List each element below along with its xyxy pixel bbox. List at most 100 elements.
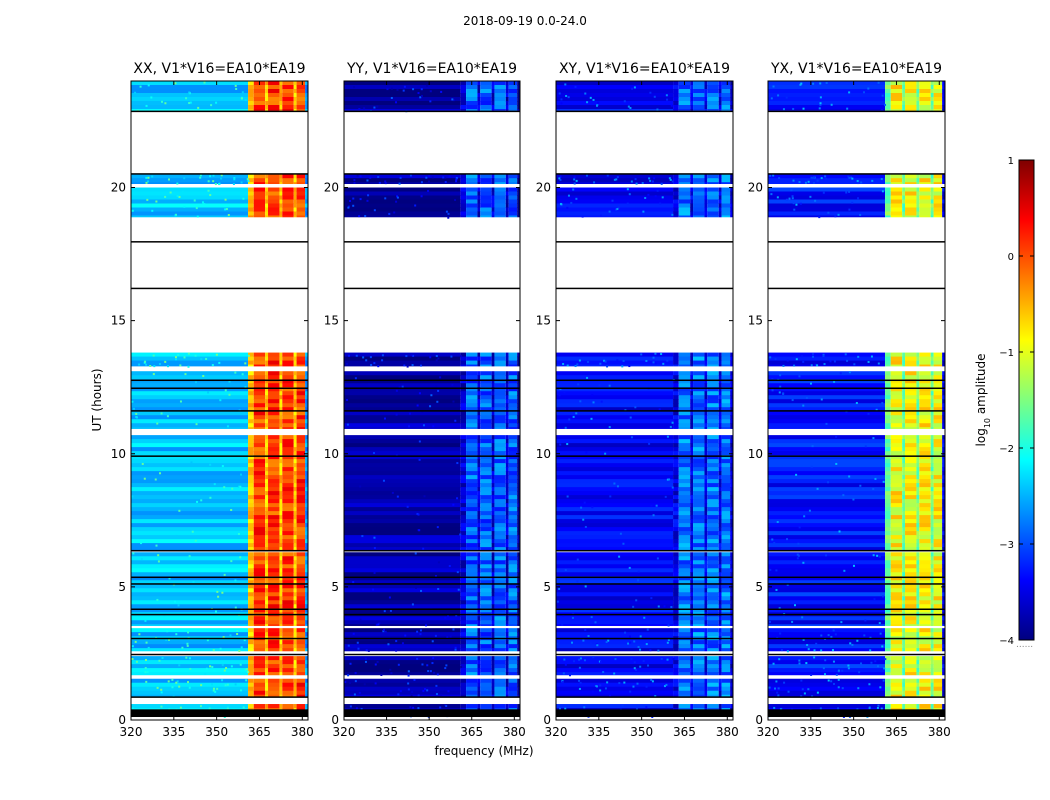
heatmap-speckle (395, 389, 398, 392)
heatmap-cell (477, 435, 481, 440)
heatmap-cell (718, 387, 722, 392)
heatmap-cell (730, 543, 733, 548)
heatmap-cell (933, 580, 943, 585)
heatmap-cell (253, 600, 266, 605)
heatmap-cell (248, 391, 254, 396)
heatmap-cell (305, 195, 308, 200)
heatmap-cell (704, 471, 708, 476)
heatmap-cell (919, 600, 931, 605)
heatmap-cell (942, 439, 945, 444)
heatmap-speckle (566, 206, 569, 209)
heatmap-speckle (638, 634, 641, 637)
heatmap-cell (265, 423, 269, 428)
heatmap-speckle (772, 662, 775, 665)
heatmap-cell (902, 624, 906, 626)
heatmap-cell (494, 660, 506, 665)
heatmap-cell (730, 467, 733, 472)
heatmap-cell (721, 435, 731, 440)
heatmap-cell (460, 596, 467, 601)
heatmap-cell (678, 644, 691, 649)
heatmap-cell (505, 387, 509, 392)
heatmap-speckle (373, 209, 376, 212)
heatmap-cell (902, 694, 906, 697)
heatmap-cell (930, 391, 934, 396)
heatmap-speckle (412, 706, 415, 709)
heatmap-speckle (385, 648, 388, 651)
heatmap-cell (460, 543, 467, 548)
heatmap-cell (693, 588, 705, 593)
heatmap-cell (730, 660, 733, 665)
heatmap-speckle (358, 691, 361, 694)
heatmap-cell (890, 451, 903, 456)
heatmap-speckle (618, 555, 621, 558)
heatmap-speckle (238, 649, 241, 652)
heatmap-cell (885, 568, 891, 573)
heatmap-cell (693, 211, 705, 216)
heatmap-cell (768, 439, 886, 444)
heatmap-cell (494, 109, 506, 111)
heatmap-cell (707, 451, 719, 456)
heatmap-cell (693, 539, 705, 544)
heatmap-cell (480, 596, 492, 601)
heatmap-cell (517, 608, 520, 613)
heatmap-cell (693, 664, 705, 669)
heatmap-cell (344, 690, 461, 696)
heatmap-cell (916, 640, 920, 645)
heatmap-speckle (164, 195, 167, 198)
heatmap-cell (930, 616, 934, 621)
heatmap-cell (905, 660, 917, 665)
heatmap-cell (466, 580, 478, 585)
heatmap-speckle (599, 684, 602, 687)
heatmap-cell (885, 519, 891, 524)
heatmap-cell (930, 491, 934, 496)
heatmap-cell (721, 187, 731, 192)
heatmap-cell (466, 195, 478, 200)
heatmap-cell (293, 495, 297, 500)
heatmap-cell (556, 624, 674, 626)
heatmap-cell (131, 672, 249, 676)
heatmap-speckle (407, 688, 410, 691)
heatmap-cell (916, 483, 920, 488)
heatmap-cell (131, 89, 249, 94)
heatmap-cell (279, 109, 283, 111)
heatmap-cell (721, 463, 731, 468)
heatmap-cell (933, 690, 943, 696)
heatmap-speckle (183, 177, 186, 180)
heatmap-cell (494, 379, 506, 384)
heatmap-cell (693, 435, 705, 440)
heatmap-cell (279, 580, 283, 585)
heatmap-cell (494, 455, 506, 460)
heatmap-cell (704, 178, 708, 183)
heatmap-speckle (131, 707, 134, 710)
heatmap-speckle (364, 657, 367, 660)
heatmap-speckle (840, 621, 843, 624)
heatmap-cell (466, 682, 478, 688)
heatmap-cell (466, 664, 478, 669)
heatmap-cell (305, 371, 308, 376)
heatmap-cell (930, 600, 934, 605)
heatmap-cell (517, 519, 520, 524)
heatmap-speckle (802, 638, 805, 641)
heatmap-cell (704, 475, 708, 480)
heatmap-cell (678, 475, 691, 480)
heatmap-cell (673, 187, 679, 192)
heatmap-cell (248, 600, 254, 605)
heatmap-cell (480, 360, 492, 366)
heatmap-cell (293, 356, 297, 362)
heatmap-cell (491, 383, 495, 388)
heatmap-speckle (452, 400, 455, 403)
heatmap-cell (693, 364, 705, 367)
heatmap-cell (253, 656, 266, 661)
heatmap-cell (344, 604, 461, 609)
heatmap-cell (678, 491, 691, 496)
heatmap-cell (707, 519, 719, 524)
heatmap-speckle (363, 683, 366, 686)
heatmap-cell (460, 387, 467, 392)
heatmap-cell (460, 572, 467, 577)
heatmap-speckle (435, 355, 438, 358)
heatmap-speckle (439, 376, 442, 379)
heatmap-cell (890, 531, 903, 536)
heatmap-speckle (849, 642, 852, 645)
heatmap-cell (131, 463, 249, 468)
heatmap-cell (494, 515, 506, 520)
